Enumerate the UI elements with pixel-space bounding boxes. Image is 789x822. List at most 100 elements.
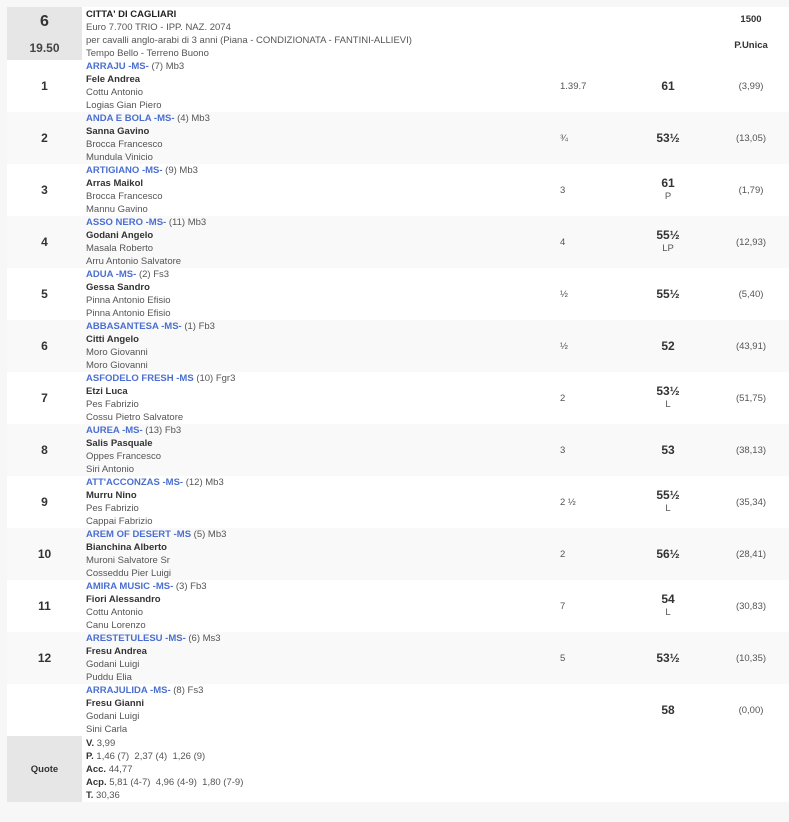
quote-line-value: 5,81 (4-7) 4,96 (4-9) 1,80 (7-9) <box>106 776 244 788</box>
horse-extra: (10) Fgr3 <box>196 373 236 384</box>
position: 7 <box>41 391 48 405</box>
gap: ½ <box>560 340 568 352</box>
weight-note: P <box>664 191 672 202</box>
position: 10 <box>37 547 52 561</box>
horse-name-link[interactable]: ARRAJU -MS- <box>86 61 149 72</box>
horse-info: ARESTETULESU -MS- (6) Ms3 Fresu Andrea G… <box>82 632 548 684</box>
position: 11 <box>38 599 51 613</box>
race-weather: Tempo Bello - Terreno Buono <box>86 47 209 59</box>
horse-name-link[interactable]: ARTIGIANO -MS- <box>86 165 163 176</box>
quote-line-label: V. <box>86 737 95 749</box>
jockey: Etzi Luca <box>86 386 128 397</box>
horse-name-link[interactable]: ARESTETULESU -MS- <box>86 633 186 644</box>
weight-cell: 55½ <box>623 268 713 320</box>
gap: 5 <box>560 652 566 664</box>
gap: 2 <box>560 392 566 404</box>
trainer: Moro Giovanni <box>86 347 148 358</box>
owner: Cappai Fabrizio <box>86 516 153 527</box>
result-row: 7 ASFODELO FRESH -MS (10) Fgr3 Etzi Luca… <box>7 372 789 424</box>
result-row: 1 ARRAJU -MS- (7) Mb3 Fele Andrea Cottu … <box>7 60 789 112</box>
quote-values: V. 3,99 P. 1,46 (7) 2,37 (4) 1,26 (9) Acc.… <box>82 736 548 802</box>
trainer: Oppes Francesco <box>86 451 161 462</box>
owner: Siri Antonio <box>86 464 135 475</box>
weight: 55½ <box>656 286 680 301</box>
horse-name-link[interactable]: AMIRA MUSIC -MS- <box>86 581 174 592</box>
trainer: Muroni Salvatore Sr <box>86 555 170 566</box>
result-row: 2 ANDA E BOLA -MS- (4) Mb3 Sanna Gavino … <box>7 112 789 164</box>
position: 5 <box>41 287 48 301</box>
quote-line: P. 1,46 (7) 2,37 (4) 1,26 (9) <box>86 750 548 763</box>
gap: 7 <box>560 600 566 612</box>
result-row: 3 ARTIGIANO -MS- (9) Mb3 Arras Maikol Br… <box>7 164 789 216</box>
jockey: Citti Angelo <box>86 334 139 345</box>
horse-extra: (3) Fb3 <box>175 581 207 592</box>
horse-extra: (4) Mb3 <box>177 113 210 124</box>
horse-name-link[interactable]: ASSO NERO -MS- <box>86 217 167 228</box>
owner: Pinna Antonio Efisio <box>86 308 171 319</box>
race-conditions: per cavalli anglo-arabi di 3 anni (Piana… <box>86 34 412 46</box>
weight: 55½ <box>656 488 680 502</box>
horse-name-link[interactable]: AUREA -MS- <box>86 425 143 436</box>
odds: (28,41) <box>735 548 767 560</box>
horse-name-link[interactable]: ARRAJULIDA -MS- <box>86 685 171 696</box>
trainer: Godani Luigi <box>86 711 140 722</box>
quote-line-label: P. <box>86 750 94 762</box>
horse-name-link[interactable]: ABBASANTESA -MS- <box>86 321 182 332</box>
race-start: P.Unica <box>734 40 768 51</box>
odds: (30,83) <box>735 600 767 612</box>
horse-extra: (13) Fb3 <box>145 425 182 436</box>
horse-name-link[interactable]: ANDA E BOLA -MS- <box>86 113 175 124</box>
horse-name-link[interactable]: AREM OF DESERT -MS <box>86 529 192 540</box>
trainer: Pes Fabrizio <box>86 399 139 410</box>
position: 8 <box>41 443 48 457</box>
horse-extra: (11) Mb3 <box>168 217 207 228</box>
position: 12 <box>37 651 52 665</box>
owner: Mundula Vinicio <box>86 152 153 163</box>
owner: Logias Gian Piero <box>86 100 162 111</box>
horse-extra: (8) Fs3 <box>173 685 204 696</box>
jockey: Bianchina Alberto <box>86 542 167 553</box>
weight-cell: 53 <box>623 424 713 476</box>
race-number-cell: 6 19.50 <box>7 7 82 60</box>
quote-line-label: T. <box>86 789 94 801</box>
weight-note: L <box>665 503 671 514</box>
quote-row: Quote V. 3,99 P. 1,46 (7) 2,37 (4) 1,26 (9… <box>7 736 789 802</box>
horse-name-link[interactable]: ADUA -MS- <box>86 269 137 280</box>
quote-line-label: Acc. <box>86 763 107 775</box>
jockey: Murru Nino <box>86 490 137 501</box>
result-row: 11 AMIRA MUSIC -MS- (3) Fb3 Fiori Alessa… <box>7 580 789 632</box>
weight-note: L <box>665 607 671 618</box>
horse-name-link[interactable]: ATT'ACCONZAS -MS- <box>86 477 184 488</box>
owner: Arru Antonio Salvatore <box>86 256 182 267</box>
horse-info: AUREA -MS- (13) Fb3 Salis Pasquale Oppes… <box>82 424 548 476</box>
horse-extra: (7) Mb3 <box>151 61 185 72</box>
weight-cell: 52 <box>623 320 713 372</box>
result-row: 8 AUREA -MS- (13) Fb3 Salis Pasquale Opp… <box>7 424 789 476</box>
weight: 53½ <box>656 384 680 398</box>
race-time: 19.50 <box>29 40 60 55</box>
odds: (35,34) <box>735 496 767 508</box>
odds: (12,93) <box>735 236 767 248</box>
horse-info: ARRAJULIDA -MS- (8) Fs3 Fresu Gianni God… <box>82 684 548 736</box>
jockey: Fresu Andrea <box>86 646 147 657</box>
odds: (13,05) <box>735 132 767 144</box>
result-row: ARRAJULIDA -MS- (8) Fs3 Fresu Gianni God… <box>7 684 789 736</box>
quote-line: T. 30,36 <box>86 789 548 802</box>
horse-name-link[interactable]: ASFODELO FRESH -MS <box>86 373 194 384</box>
horse-info: ADUA -MS- (2) Fs3 Gessa Sandro Pinna Ant… <box>82 268 548 320</box>
gap: 3 <box>560 184 566 196</box>
position: 3 <box>41 183 48 197</box>
jockey: Fele Andrea <box>86 74 141 85</box>
gap: ½ <box>560 288 568 300</box>
race-distance-cell: 1500 P.Unica <box>713 7 789 60</box>
quote-line-value: 44,77 <box>106 763 133 775</box>
result-row: 10 AREM OF DESERT -MS (5) Mb3 Bianchina … <box>7 528 789 580</box>
horse-info: ASSO NERO -MS- (11) Mb3 Godani Angelo Ma… <box>82 216 548 268</box>
trainer: Cottu Antonio <box>86 87 144 98</box>
quote-line-label: Acp. <box>86 776 107 788</box>
quote-line: Acc. 44,77 <box>86 763 548 776</box>
result-row: 12 ARESTETULESU -MS- (6) Ms3 Fresu Andre… <box>7 632 789 684</box>
position: 2 <box>41 131 48 145</box>
odds: (43,91) <box>735 340 767 352</box>
owner: Sini Carla <box>86 724 128 735</box>
